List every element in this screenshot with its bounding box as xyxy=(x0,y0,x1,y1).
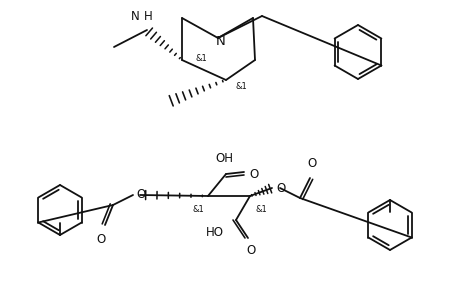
Text: H: H xyxy=(144,10,153,23)
Text: HO: HO xyxy=(206,225,224,239)
Text: &1: &1 xyxy=(192,205,204,214)
Text: O: O xyxy=(307,157,316,170)
Text: &1: &1 xyxy=(196,53,208,62)
Text: N: N xyxy=(131,10,140,23)
Text: O: O xyxy=(136,187,145,201)
Text: O: O xyxy=(276,181,285,195)
Text: O: O xyxy=(96,233,106,246)
Text: O: O xyxy=(246,244,256,257)
Text: O: O xyxy=(249,168,258,181)
Text: &1: &1 xyxy=(236,82,248,91)
Text: N: N xyxy=(216,34,226,47)
Text: &1: &1 xyxy=(256,205,268,214)
Text: OH: OH xyxy=(215,152,233,165)
